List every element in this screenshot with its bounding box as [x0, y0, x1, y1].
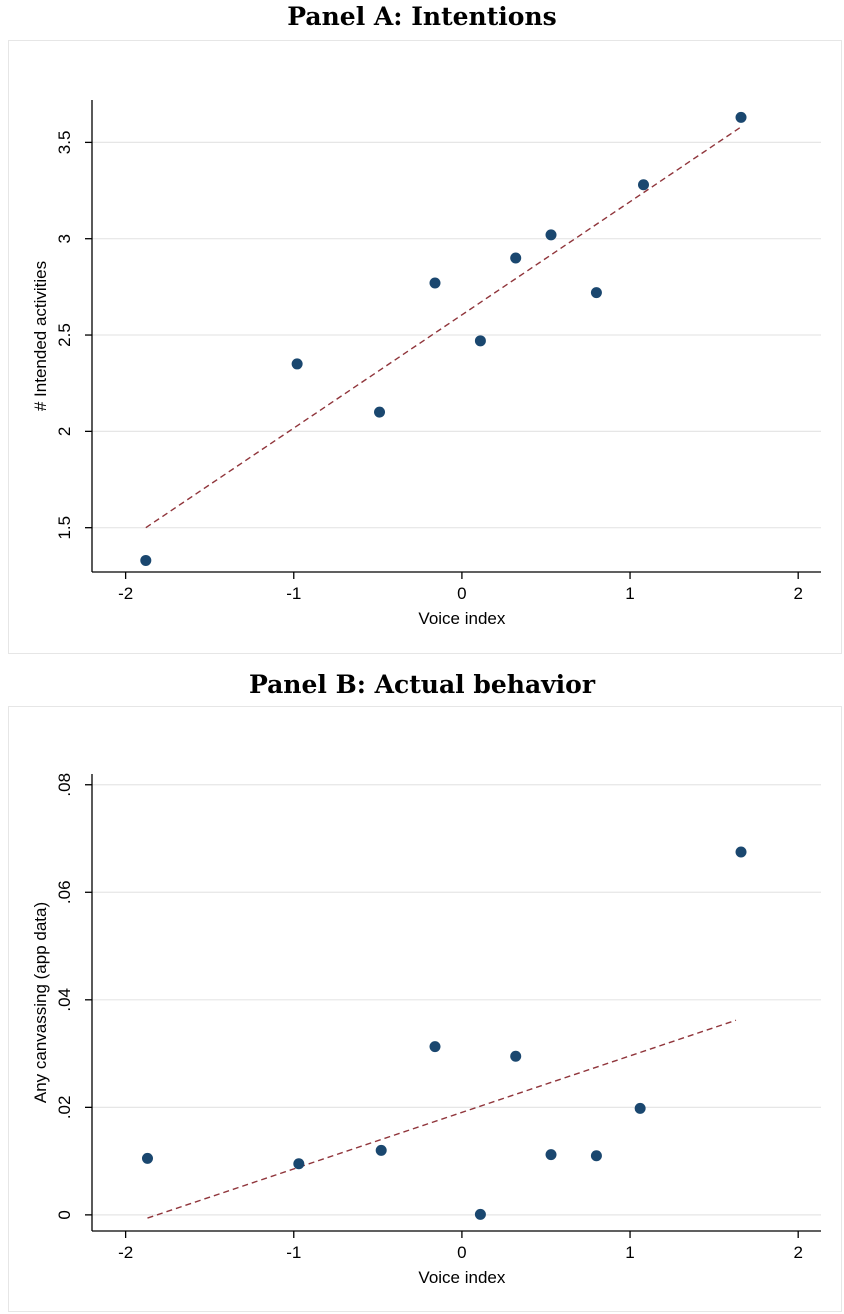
data-point — [735, 846, 747, 858]
y-tick-label: .08 — [55, 773, 74, 797]
x-tick-label: 0 — [457, 1243, 466, 1262]
data-point — [590, 287, 602, 299]
panel-a-title: Panel A: Intentions — [287, 2, 557, 31]
y-tick-label: .04 — [55, 988, 74, 1012]
y-tick-label: 2.5 — [55, 323, 74, 347]
y-tick-label: 3 — [55, 234, 74, 243]
x-axis-label: Voice index — [418, 1268, 505, 1287]
x-tick-label: -2 — [118, 1243, 133, 1262]
x-tick-label: -1 — [286, 1243, 301, 1262]
x-tick-label: 2 — [793, 1243, 802, 1262]
data-point — [735, 111, 747, 123]
fit-line — [147, 1019, 737, 1219]
data-point — [474, 335, 486, 347]
data-point — [590, 1150, 602, 1162]
panel-b-frame — [8, 706, 842, 1312]
data-point — [293, 1158, 305, 1170]
fit-line — [145, 126, 742, 529]
y-tick-label: .06 — [55, 880, 74, 904]
data-point — [510, 1050, 522, 1062]
y-tick-label: 1.5 — [55, 516, 74, 540]
y-axis-label: # Intended activities — [31, 261, 50, 411]
data-point — [510, 252, 522, 264]
x-axis-label: Voice index — [418, 609, 505, 628]
y-tick-label: .02 — [55, 1096, 74, 1120]
data-point — [429, 1041, 441, 1053]
data-point — [374, 406, 386, 418]
x-tick-label: 2 — [793, 584, 802, 603]
data-point — [429, 277, 441, 289]
y-tick-label: 0 — [55, 1210, 74, 1219]
data-point — [140, 554, 152, 566]
data-point — [545, 229, 557, 241]
y-tick-label: 2 — [55, 427, 74, 436]
x-tick-label: 0 — [457, 584, 466, 603]
data-point — [141, 1152, 153, 1164]
data-point — [291, 358, 303, 370]
panel-b-title: Panel B: Actual behavior — [248, 670, 596, 699]
y-axis-label: Any canvassing (app data) — [31, 902, 50, 1103]
data-point — [634, 1102, 646, 1114]
x-tick-label: -2 — [118, 584, 133, 603]
data-point — [545, 1149, 557, 1161]
data-point — [474, 1208, 486, 1220]
panel-a-frame — [8, 40, 842, 654]
panel-a-chart: 1.5 2 2.5 3 3.5 -2 -1 0 1 2 Voice index # Intended … — [31, 100, 821, 628]
x-tick-label: -1 — [286, 584, 301, 603]
x-tick-label: 1 — [625, 584, 634, 603]
y-tick-label: 3.5 — [55, 131, 74, 155]
panel-b-chart: 0 .02 .04 .06 .08 -2 -1 0 1 2 Voice index Any canva… — [31, 773, 821, 1287]
data-point — [637, 179, 649, 191]
x-tick-label: 1 — [625, 1243, 634, 1262]
data-point — [375, 1144, 387, 1156]
